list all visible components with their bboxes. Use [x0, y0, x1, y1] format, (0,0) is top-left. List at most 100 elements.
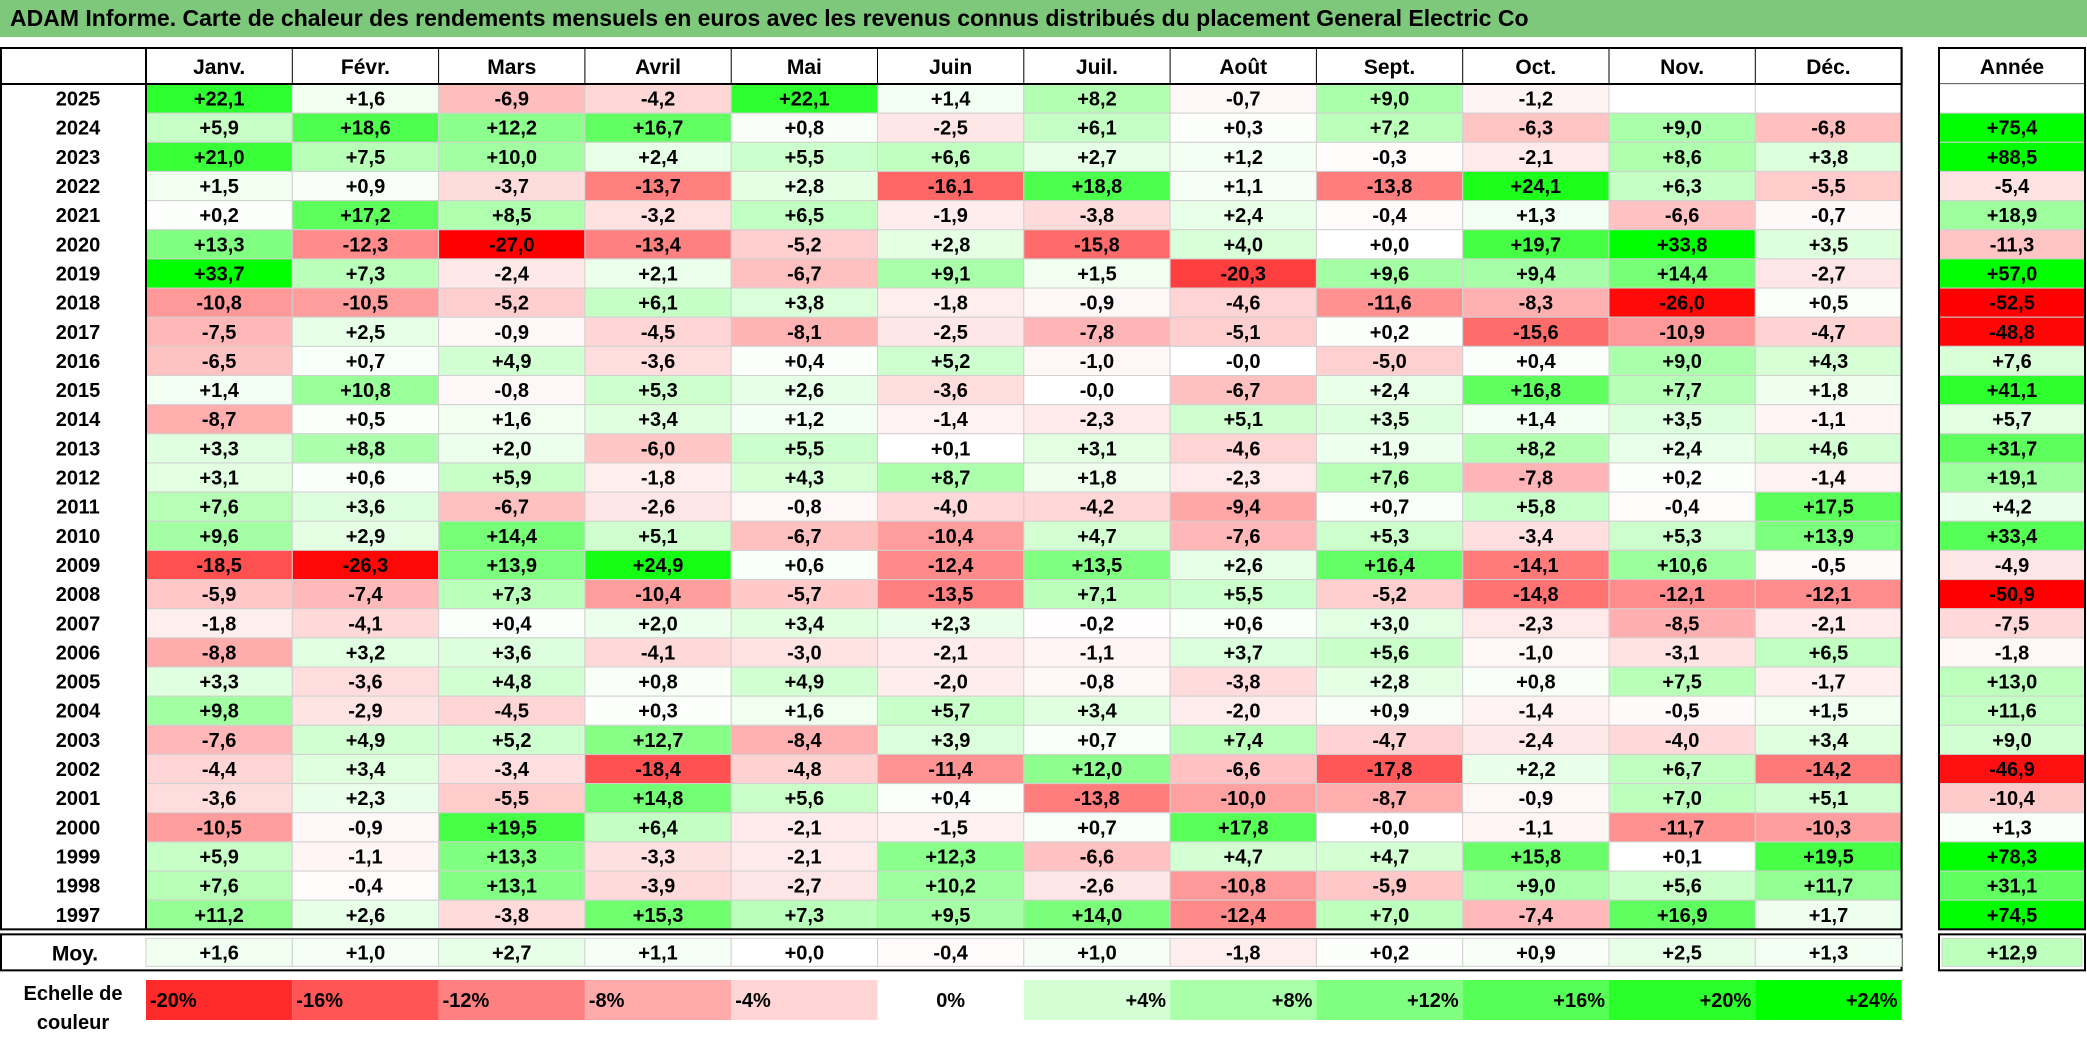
- heatmap-cell: [1023, 316, 1171, 347]
- month-header-label: Juil.: [1076, 56, 1118, 79]
- heatmap-cell-label: -13,8: [1074, 788, 1120, 810]
- heatmap-cell: [1315, 433, 1464, 464]
- annual-cell-label: -7,5: [1995, 613, 2029, 635]
- heatmap-cell-label: +0,7: [1077, 817, 1116, 839]
- annual-cell-label: +78,3: [1987, 846, 2038, 868]
- heatmap-cell: [1754, 112, 1903, 143]
- heatmap-cell: [877, 404, 1025, 435]
- heatmap-cell: [1462, 637, 1610, 668]
- heatmap-cell: [1754, 753, 1903, 785]
- heatmap-cell-label: -0,7: [1811, 205, 1845, 227]
- heatmap-cell-label: +0,1: [1662, 846, 1701, 868]
- annual-cell: [1938, 170, 2086, 202]
- heatmap-cell-label: +5,2: [492, 730, 531, 752]
- heatmap-cell-label: +7,1: [1077, 584, 1116, 606]
- heatmap-cell: [1023, 375, 1171, 406]
- heatmap-cell: [1315, 666, 1464, 697]
- heatmap-cell-label: +10,2: [925, 876, 976, 898]
- heatmap-cell: [1754, 404, 1903, 435]
- heatmap-cell: [584, 579, 732, 610]
- heatmap-cell: [1608, 549, 1756, 581]
- heatmap-cell: [1608, 404, 1756, 435]
- heatmap-cell-label: -1,0: [1080, 351, 1114, 373]
- heatmap-cell-label: +0,6: [785, 555, 824, 577]
- annual-cell: [1938, 345, 2086, 377]
- heatmap-cell-label: +12,3: [925, 846, 976, 868]
- average-cell-label: +0,0: [785, 942, 824, 964]
- heatmap-cell: [1754, 783, 1903, 814]
- heatmap-cell-label: -3,9: [641, 876, 675, 898]
- heatmap-cell-label: +0,6: [346, 468, 385, 490]
- annual-cell: [1938, 200, 2086, 231]
- heatmap-cell: [1754, 812, 1903, 843]
- heatmap-cell: [1023, 433, 1171, 464]
- heatmap-cell-label: +2,0: [638, 613, 677, 635]
- heatmap-cell-label: -0,5: [1665, 701, 1699, 723]
- heatmap-cell-label: +3,4: [1809, 730, 1849, 752]
- annual-cell-label: -4,9: [1995, 555, 2029, 577]
- heatmap-cell: [1754, 841, 1903, 872]
- heatmap-cell: [1462, 287, 1610, 318]
- heatmap-cell-label: -1,1: [1519, 817, 1553, 839]
- heatmap-cell-label: -3,3: [641, 846, 675, 868]
- heatmap-cell-label: -20,3: [1220, 263, 1266, 285]
- heatmap-cell-label: -2,0: [933, 672, 967, 694]
- heatmap-cell-label: -12,4: [1220, 905, 1266, 927]
- heatmap-cell-label: -2,1: [787, 817, 821, 839]
- heatmap-cell-label: +2,4: [1370, 380, 1410, 402]
- heatmap-cell-label: -2,0: [1226, 701, 1260, 723]
- heatmap-cell-label: -18,5: [196, 555, 242, 577]
- annual-cell-label: +7,6: [1992, 351, 2031, 373]
- average-cell: [730, 937, 879, 967]
- heatmap-cell: [730, 637, 879, 668]
- heatmap-cell: [1023, 695, 1171, 726]
- heatmap-cell-label: -0,4: [1372, 205, 1407, 227]
- heatmap-cell-label: +5,1: [1224, 409, 1263, 431]
- heatmap-cell-label: -14,8: [1513, 584, 1559, 606]
- heatmap-cell-label: +1,4: [1516, 409, 1556, 431]
- heatmap-cell-label: +18,8: [1072, 176, 1123, 198]
- heatmap-cell-label: +4,7: [1077, 526, 1116, 548]
- annual-cell-label: -1,8: [1995, 642, 2029, 664]
- heatmap-cell-label: +4,9: [346, 730, 385, 752]
- heatmap-cell-label: +7,4: [1224, 730, 1264, 752]
- heatmap-cell-label: -15,6: [1513, 322, 1559, 344]
- heatmap-cell-label: -4,6: [1226, 438, 1260, 460]
- page-title: ADAM Informe. Carte de chaleur des rende…: [0, 0, 2087, 37]
- heatmap-cell: [1169, 608, 1317, 639]
- heatmap-cell-label: -3,0: [787, 642, 821, 664]
- heatmap-cell-label: +0,8: [785, 118, 824, 140]
- heatmap-cell-label: +9,4: [1516, 263, 1556, 285]
- heatmap-cell-label: -2,6: [641, 497, 675, 519]
- heatmap-cell: [1462, 491, 1610, 522]
- heatmap-cell-label: +1,8: [1809, 380, 1848, 402]
- heatmap-cell-label: -3,6: [202, 788, 236, 810]
- heatmap-cell: [584, 112, 732, 143]
- heatmap-cell: [145, 316, 293, 347]
- annual-cell-label: +88,5: [1987, 147, 2038, 169]
- heatmap-cell: [1608, 695, 1756, 726]
- heatmap-cell-label: -6,7: [787, 263, 821, 285]
- heatmap-cell: [1315, 462, 1464, 493]
- scale-label-text: +24%: [1846, 990, 1898, 1012]
- heatmap-cell-label: -17,8: [1367, 759, 1413, 781]
- scale-label-text: -12%: [443, 990, 490, 1012]
- heatmap-cell-label: +0,9: [346, 176, 385, 198]
- heatmap-cell: [877, 841, 1025, 872]
- heatmap-cell-label: -4,1: [348, 613, 382, 635]
- heatmap-cell: [1462, 899, 1610, 930]
- heatmap-cell: [730, 812, 879, 843]
- heatmap-cell-label: +14,0: [1072, 905, 1123, 927]
- heatmap-cell: [877, 170, 1025, 202]
- average-cell-label: -1,8: [1226, 942, 1260, 964]
- scale-label: Echelle de couleur: [23, 983, 123, 1034]
- annual-cell-label: +41,1: [1987, 380, 2038, 402]
- heatmap-cell-label: -1,2: [1519, 89, 1553, 111]
- heatmap-cell-label: -13,7: [635, 176, 681, 198]
- heatmap-cell-label: +1,5: [1077, 263, 1116, 285]
- annual-cell-label: +11,6: [1987, 701, 2037, 723]
- heatmap-cell: [584, 83, 732, 114]
- row-year-label: 2016: [56, 351, 101, 373]
- heatmap-cell-label: -4,4: [202, 759, 237, 781]
- heatmap-cell-label: -2,4: [495, 263, 530, 285]
